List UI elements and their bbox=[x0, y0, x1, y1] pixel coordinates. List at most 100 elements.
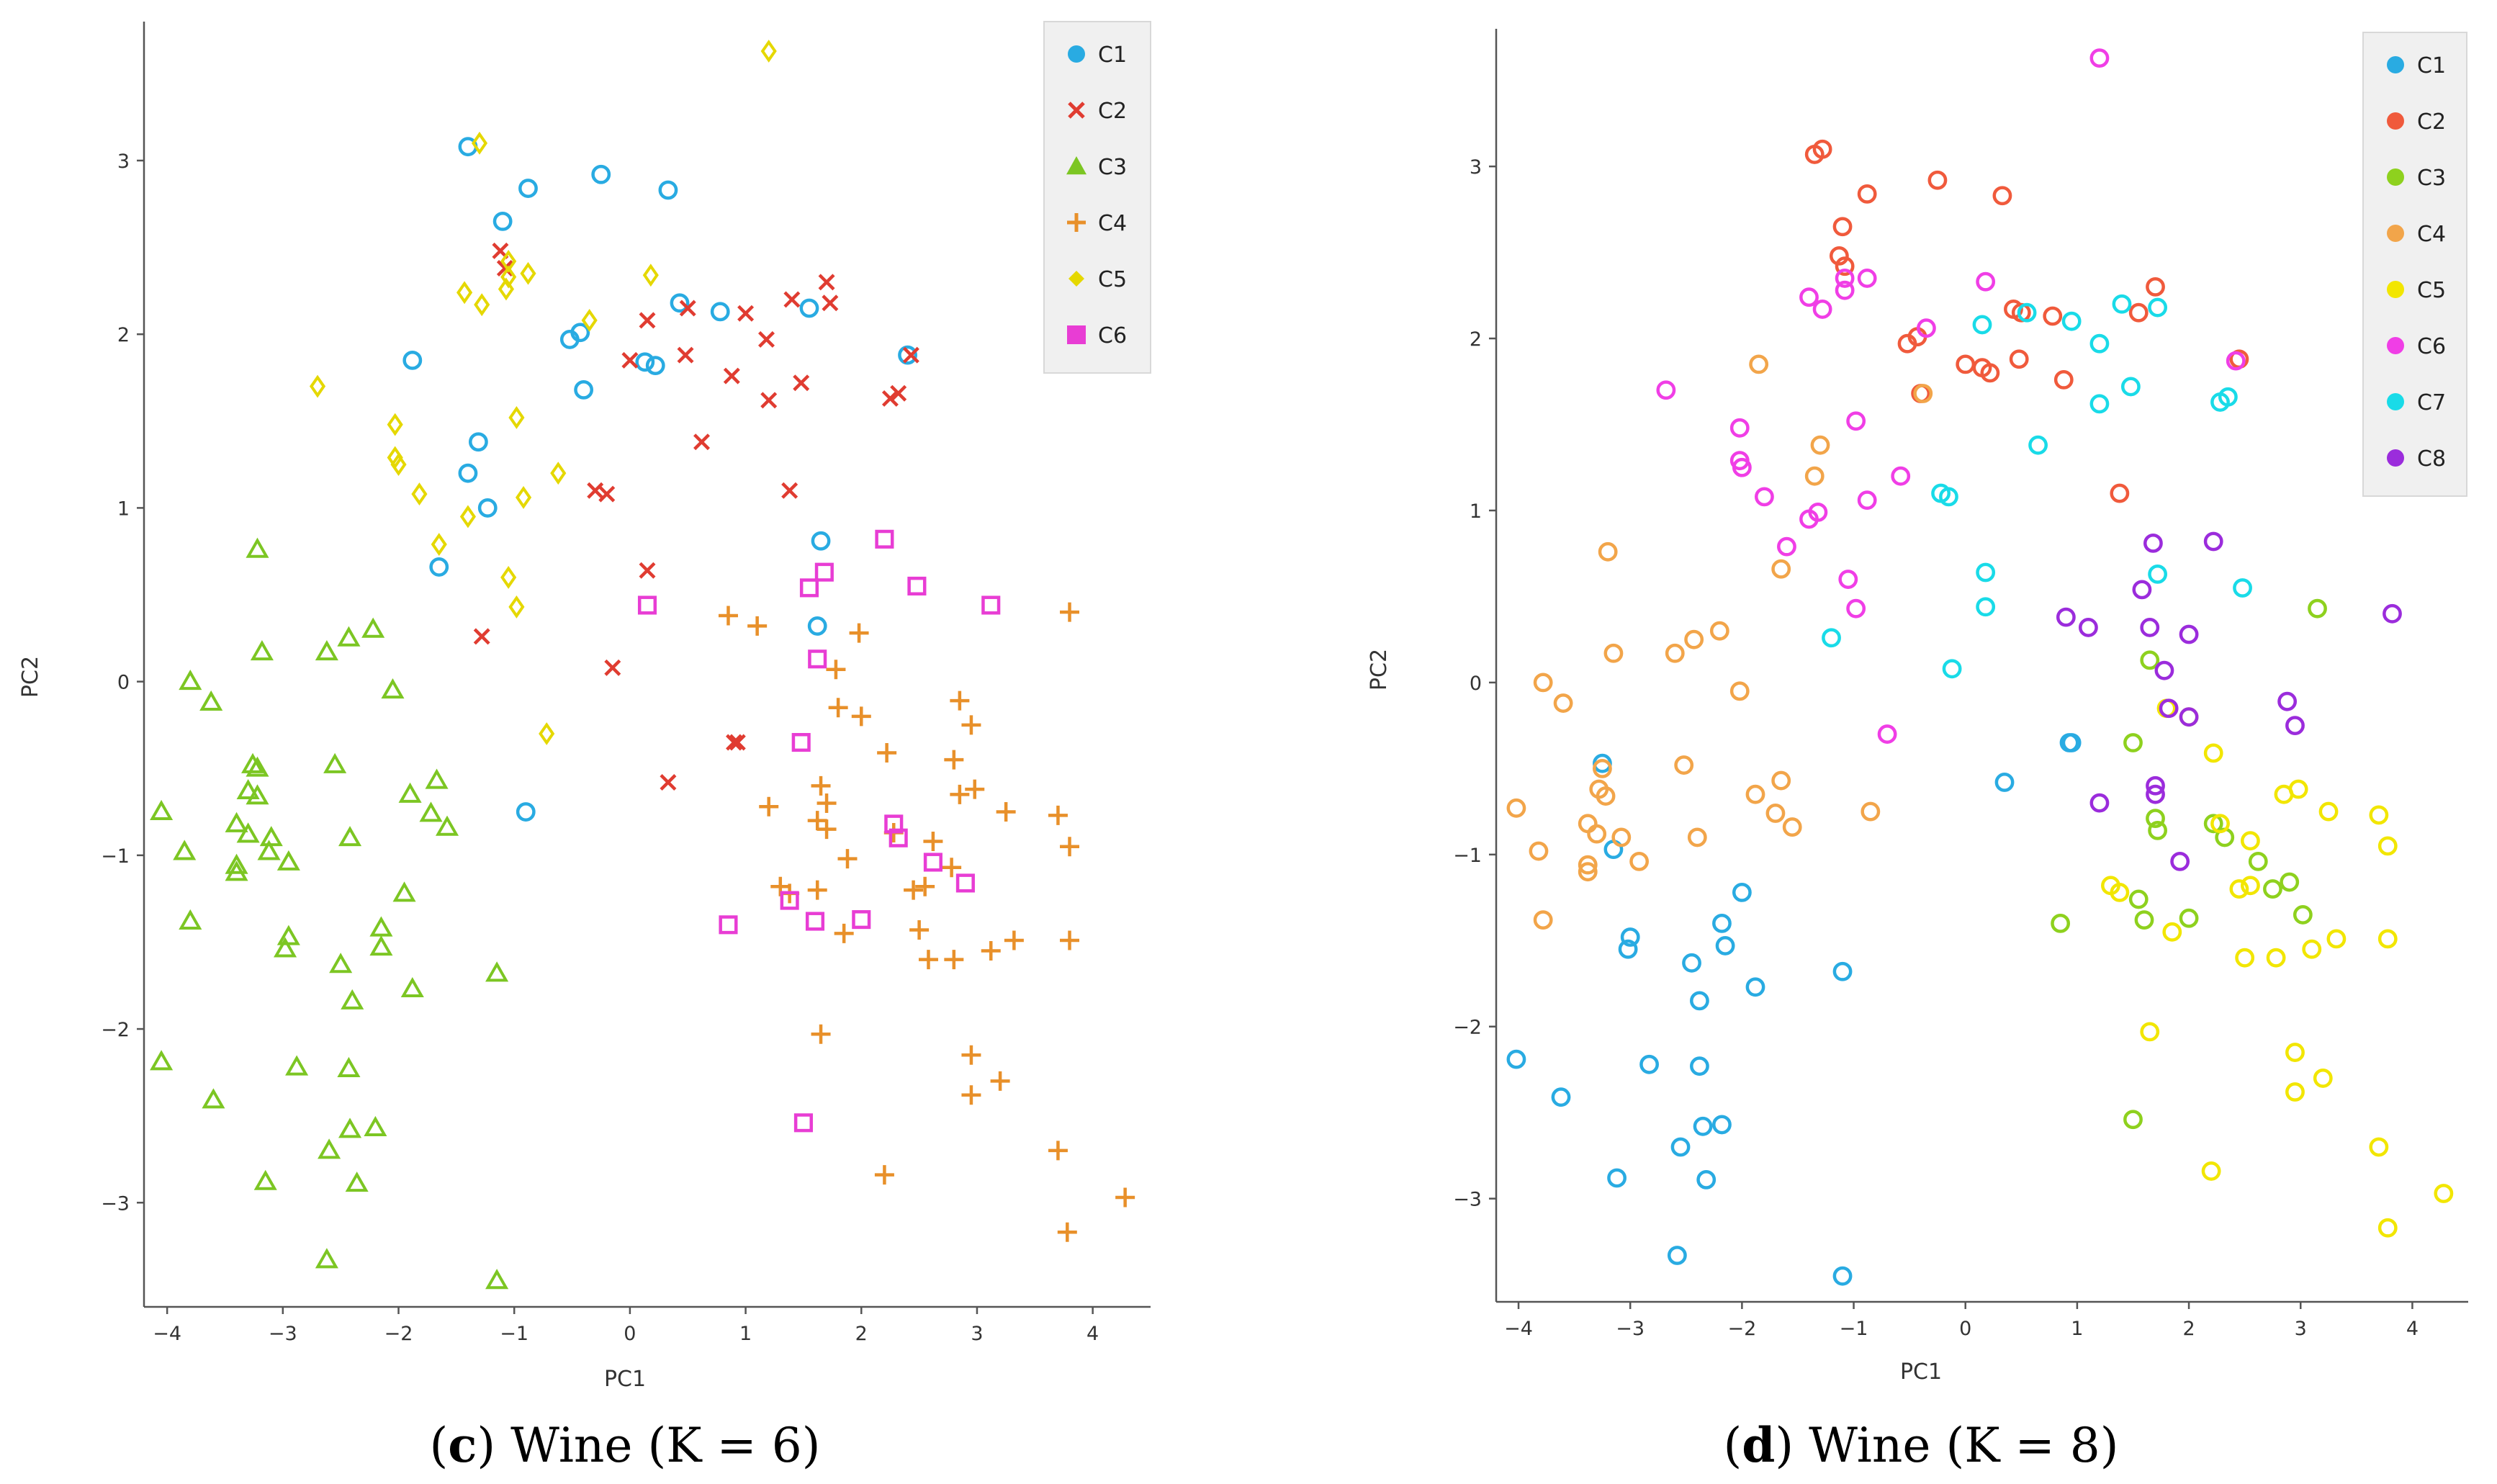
point-c4 bbox=[1745, 784, 1765, 804]
point-c1 bbox=[516, 802, 536, 822]
point-c4 bbox=[1060, 837, 1080, 857]
point-c5 bbox=[2241, 876, 2260, 896]
point-c2 bbox=[760, 392, 778, 409]
legend-label: C3 bbox=[2417, 166, 2446, 191]
point-c1 bbox=[898, 345, 917, 365]
point-c6 bbox=[981, 595, 1001, 615]
point-c8 bbox=[2154, 660, 2174, 680]
point-c2 bbox=[1980, 363, 2000, 383]
point-c2 bbox=[639, 562, 656, 579]
point-c3 bbox=[2203, 814, 2223, 834]
point-c4 bbox=[1533, 673, 1553, 693]
y-tick-label: 3 bbox=[117, 150, 130, 173]
point-c2 bbox=[1956, 354, 1976, 374]
y-tick-label: −1 bbox=[101, 845, 130, 868]
point-c2 bbox=[1835, 256, 1855, 276]
point-c6 bbox=[1812, 300, 1832, 319]
point-c6 bbox=[884, 814, 904, 834]
legend-marker bbox=[2387, 337, 2404, 354]
point-c3 bbox=[241, 752, 265, 773]
series-c6 bbox=[1656, 48, 2246, 744]
point-c4 bbox=[1578, 814, 1598, 834]
legend-label: C4 bbox=[2417, 222, 2446, 247]
x-tick-label: −2 bbox=[384, 1323, 413, 1345]
point-c7 bbox=[2028, 435, 2048, 455]
point-c4 bbox=[950, 784, 970, 804]
y-axis-ticks: −3 −2 −1 0 1 2 3 bbox=[1453, 156, 1496, 1211]
point-c5 bbox=[2285, 1043, 2305, 1062]
point-c4 bbox=[1593, 758, 1612, 778]
y-axis-label: PC2 bbox=[18, 656, 43, 698]
legend-marker bbox=[2387, 168, 2404, 186]
point-c3 bbox=[485, 1269, 509, 1290]
point-c3 bbox=[345, 1172, 369, 1192]
point-c2 bbox=[2128, 302, 2149, 323]
y-tick-label: −2 bbox=[1453, 1017, 1482, 1039]
x-tick-label: 4 bbox=[1086, 1323, 1099, 1345]
point-c5 bbox=[498, 277, 515, 301]
point-c1 bbox=[1745, 977, 1765, 997]
point-c2 bbox=[2043, 306, 2063, 326]
point-c1 bbox=[477, 498, 498, 518]
point-c7 bbox=[1942, 659, 1962, 679]
point-c4 bbox=[811, 775, 831, 796]
point-c8 bbox=[2170, 851, 2190, 871]
point-c3 bbox=[173, 840, 197, 860]
point-c2 bbox=[781, 482, 798, 499]
series-c3 bbox=[150, 537, 509, 1290]
point-c3 bbox=[150, 799, 174, 820]
point-c4 bbox=[1709, 621, 1729, 641]
point-c4 bbox=[851, 706, 871, 727]
point-c4 bbox=[961, 1045, 981, 1065]
point-c4 bbox=[1596, 786, 1616, 806]
x-axis-label: PC1 bbox=[1900, 1359, 1942, 1385]
point-c1 bbox=[429, 557, 449, 577]
point-c6 bbox=[1838, 570, 1858, 589]
point-c1 bbox=[2061, 733, 2082, 752]
point-c4 bbox=[923, 832, 943, 852]
point-c5 bbox=[2434, 1184, 2454, 1203]
point-c4 bbox=[950, 691, 970, 711]
point-c6 bbox=[955, 873, 975, 893]
point-c2 bbox=[1992, 186, 2012, 206]
series-c8 bbox=[2056, 531, 2402, 871]
point-c4 bbox=[1578, 855, 1598, 875]
legend-label: C6 bbox=[1098, 323, 1127, 348]
x-axis-ticks: −4 −3 −2 −1 0 1 2 3 4 bbox=[1504, 1302, 2419, 1340]
point-c6 bbox=[2226, 351, 2246, 371]
point-c4 bbox=[990, 1071, 1010, 1091]
point-c2 bbox=[679, 300, 696, 317]
point-c4 bbox=[961, 715, 981, 735]
point-c3 bbox=[318, 1138, 341, 1159]
caption-text: Wine (K = 6) bbox=[495, 1418, 820, 1473]
point-c4 bbox=[1048, 805, 1068, 825]
series-c3 bbox=[2051, 598, 2327, 1130]
point-c4 bbox=[1115, 1187, 1135, 1208]
point-c1 bbox=[670, 293, 690, 313]
point-c7 bbox=[2017, 302, 2037, 323]
point-c4 bbox=[759, 796, 779, 817]
point-c4 bbox=[1587, 824, 1607, 844]
point-c5 bbox=[2288, 779, 2308, 799]
point-c4 bbox=[877, 743, 897, 763]
legend-marker bbox=[1067, 325, 1086, 344]
y-tick-label: 0 bbox=[1470, 673, 1482, 695]
point-c5 bbox=[456, 281, 473, 305]
legend-item-c1: C1 bbox=[2387, 53, 2446, 78]
point-c5 bbox=[431, 533, 447, 556]
point-c5 bbox=[2266, 948, 2286, 968]
point-c5 bbox=[508, 406, 525, 429]
point-c1 bbox=[1690, 991, 1709, 1011]
series-c1 bbox=[1506, 733, 2082, 1286]
point-c5 bbox=[474, 293, 490, 317]
series-c5 bbox=[2101, 698, 2454, 1238]
point-c7 bbox=[2061, 311, 2082, 331]
legend-label: C1 bbox=[2417, 53, 2446, 78]
legend-item-c5: C5 bbox=[1068, 267, 1127, 292]
point-c5 bbox=[390, 453, 407, 477]
x-tick-label: 4 bbox=[2406, 1318, 2419, 1340]
y-tick-label: 1 bbox=[117, 498, 130, 520]
point-c4 bbox=[1603, 643, 1624, 663]
point-c1 bbox=[1506, 1049, 1526, 1069]
